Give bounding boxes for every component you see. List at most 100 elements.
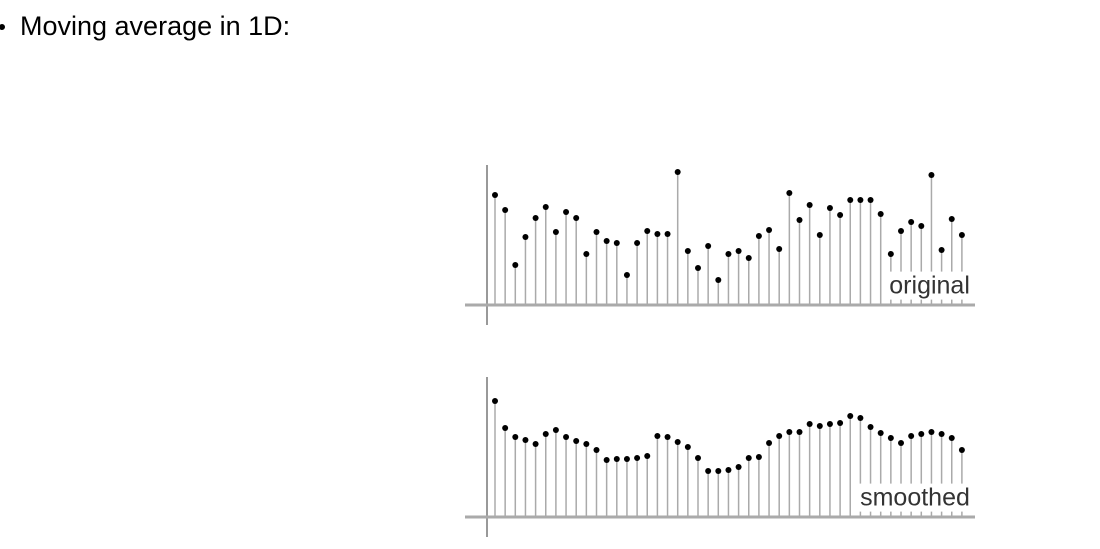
label-background bbox=[887, 271, 972, 300]
dot bbox=[826, 421, 833, 427]
dot bbox=[522, 437, 529, 443]
dot bbox=[695, 265, 701, 271]
dot bbox=[908, 433, 915, 439]
dot bbox=[918, 431, 925, 437]
dot bbox=[613, 240, 620, 246]
dot bbox=[766, 227, 773, 233]
dot bbox=[776, 433, 783, 439]
dot bbox=[786, 190, 793, 196]
dot bbox=[735, 464, 742, 470]
dot bbox=[908, 219, 915, 225]
dot bbox=[583, 251, 590, 257]
dot bbox=[623, 456, 630, 462]
dot bbox=[654, 231, 661, 237]
dot bbox=[867, 424, 874, 430]
dot bbox=[603, 457, 610, 463]
dot bbox=[664, 231, 671, 237]
dot bbox=[806, 421, 813, 427]
dot bbox=[857, 197, 864, 203]
dot bbox=[898, 228, 904, 234]
dot bbox=[512, 262, 519, 268]
dot bbox=[766, 440, 773, 446]
dot bbox=[563, 434, 570, 440]
dot bbox=[684, 444, 691, 450]
dot bbox=[816, 232, 823, 238]
dot bbox=[898, 440, 904, 446]
dot bbox=[573, 438, 580, 444]
dot bbox=[563, 209, 570, 215]
dot bbox=[806, 202, 813, 208]
dot bbox=[502, 207, 509, 213]
dot bbox=[623, 272, 630, 278]
dot bbox=[654, 433, 661, 439]
dot bbox=[552, 427, 559, 433]
dot bbox=[634, 240, 641, 246]
dot bbox=[928, 172, 935, 178]
dot bbox=[796, 429, 803, 435]
dot bbox=[593, 229, 600, 235]
bullet-text: Moving average in 1D: bbox=[20, 11, 290, 41]
series-label: original bbox=[889, 272, 970, 300]
dot bbox=[837, 420, 844, 426]
dot bbox=[887, 435, 894, 441]
dot bbox=[877, 430, 884, 436]
dot bbox=[705, 468, 712, 474]
dot bbox=[674, 439, 681, 445]
dot bbox=[522, 234, 529, 240]
dot bbox=[603, 238, 610, 244]
dot bbox=[877, 211, 884, 217]
series-label: smoothed bbox=[860, 484, 970, 512]
dot bbox=[695, 455, 701, 461]
dot bbox=[745, 455, 752, 461]
dot bbox=[532, 215, 539, 221]
dot bbox=[816, 423, 823, 429]
dot bbox=[948, 435, 955, 441]
dot bbox=[502, 425, 509, 431]
dot bbox=[512, 434, 519, 440]
dot bbox=[837, 212, 844, 218]
dot bbox=[786, 429, 793, 435]
dot bbox=[796, 217, 803, 223]
dot bbox=[958, 232, 965, 238]
dot bbox=[674, 169, 681, 175]
bullet bbox=[0, 24, 5, 30]
dot bbox=[745, 255, 752, 261]
dot bbox=[715, 277, 722, 283]
dot bbox=[867, 197, 874, 203]
dot bbox=[644, 453, 651, 459]
dot bbox=[492, 192, 498, 198]
dot bbox=[887, 251, 894, 257]
dot bbox=[725, 467, 732, 473]
dot bbox=[755, 454, 762, 460]
dot bbox=[542, 431, 549, 437]
dot bbox=[583, 441, 590, 447]
dot bbox=[857, 415, 864, 421]
label-background bbox=[858, 483, 972, 512]
dot bbox=[573, 215, 580, 221]
dot bbox=[634, 455, 641, 461]
dot bbox=[948, 216, 955, 222]
dot bbox=[715, 468, 722, 474]
dot bbox=[938, 247, 945, 253]
dot bbox=[664, 434, 671, 440]
dot bbox=[644, 228, 651, 234]
dot bbox=[684, 248, 691, 254]
dot bbox=[938, 431, 945, 437]
dot bbox=[928, 429, 935, 435]
dot bbox=[776, 246, 783, 252]
dot bbox=[593, 447, 600, 453]
dot bbox=[918, 223, 925, 229]
dot bbox=[725, 251, 732, 257]
dot bbox=[755, 233, 762, 239]
dot bbox=[958, 447, 965, 453]
dot bbox=[542, 204, 549, 210]
dot bbox=[826, 205, 833, 211]
dot bbox=[492, 398, 498, 404]
dot bbox=[613, 456, 620, 462]
dot bbox=[735, 248, 742, 254]
dot bbox=[705, 243, 712, 249]
dot bbox=[552, 229, 559, 235]
dot bbox=[847, 413, 854, 419]
